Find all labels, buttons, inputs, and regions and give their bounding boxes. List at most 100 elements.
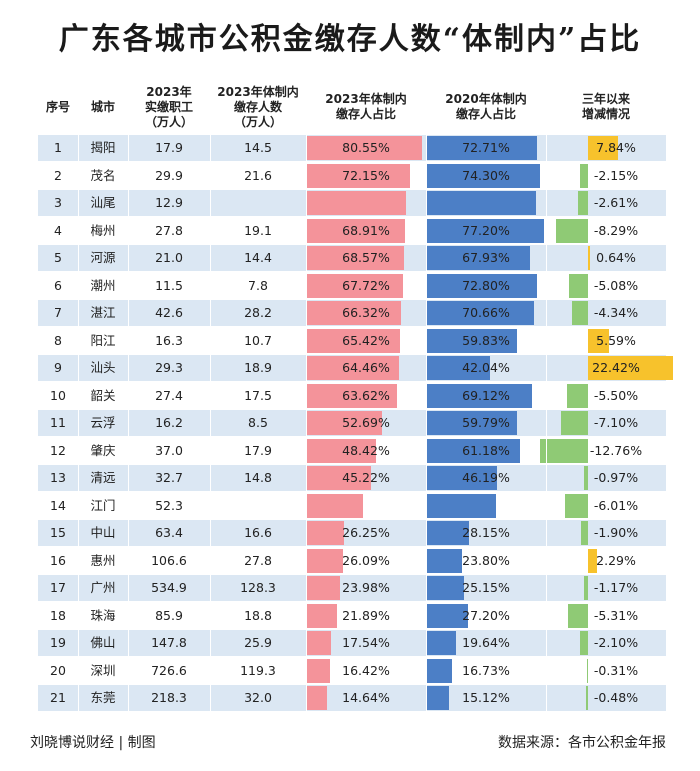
column-divider: [78, 382, 79, 409]
table-row: 18 珠海 85.9 18.8 21.89% 27.20% -5.31%: [38, 602, 666, 629]
label-change: 5.59%: [596, 332, 636, 348]
column-divider: [306, 135, 307, 161]
cell-employees: 29.9: [155, 167, 183, 183]
column-divider: [78, 520, 79, 546]
cell-city: 东莞: [90, 690, 116, 705]
column-divider: [128, 410, 129, 436]
label-change: 22.42%: [592, 360, 640, 375]
column-divider: [546, 355, 547, 381]
bar-share-2020: [426, 658, 452, 683]
column-divider: [210, 410, 211, 436]
bar-share-2023: [306, 191, 407, 215]
label-change: -0.31%: [593, 662, 639, 678]
bar-share-2020: [426, 438, 520, 463]
table-row: 14 江门 52.3 -6.01%: [38, 492, 666, 519]
cell-employees: 85.9: [155, 607, 183, 623]
bar-share-2020: [426, 493, 497, 518]
cell-seq: 21: [50, 690, 66, 705]
column-divider: [210, 465, 211, 491]
cell-seq: 18: [50, 607, 66, 623]
cell-inst-count: 18.9: [244, 360, 272, 375]
cell-employees: 52.3: [155, 497, 183, 513]
bar-share-2020: [426, 301, 534, 325]
label-change: -2.10%: [593, 635, 639, 650]
cell-seq: 17: [50, 580, 66, 595]
column-divider: [426, 382, 427, 409]
label-change: -5.50%: [593, 387, 639, 403]
table-row: 16 惠州 106.6 27.8 26.09% 23.80% 2.29%: [38, 547, 666, 574]
label-share-2023: [306, 190, 426, 216]
column-divider: [210, 520, 211, 546]
column-divider: [306, 410, 307, 436]
bar-change-decrease: [580, 631, 588, 655]
bar-change-increase: [588, 356, 674, 380]
cell-city: 江门: [90, 497, 116, 513]
column-divider: [546, 272, 547, 299]
column-divider: [78, 162, 79, 189]
column-divider: [306, 575, 307, 601]
column-divider: [306, 465, 307, 491]
table-row: 7 湛江 42.6 28.2 66.32% 70.66% -4.34%: [38, 300, 666, 326]
bar-share-2020: [426, 548, 463, 573]
cell-seq: 3: [54, 195, 62, 210]
bar-share-2023: [306, 631, 332, 655]
header-city: 城市: [90, 99, 115, 114]
column-divider: [128, 190, 129, 216]
cell-city: 潮州: [90, 277, 116, 293]
bar-change-decrease: [567, 603, 588, 628]
label-share-2023: 26.09%: [342, 552, 390, 568]
column-divider: [78, 300, 79, 326]
bar-share-2020: [426, 136, 538, 160]
bar-change-decrease: [539, 438, 588, 463]
cell-inst-count: 10.7: [244, 332, 272, 348]
bar-share-2023: [306, 356, 399, 380]
label-share-2020: 61.18%: [462, 442, 510, 458]
label-share-2023: 64.46%: [342, 360, 390, 375]
bar-share-2023: [306, 246, 405, 270]
label-change: -6.01%: [593, 497, 639, 513]
column-divider: [210, 135, 211, 161]
cell-employees: 16.3: [155, 332, 183, 348]
bar-change-decrease: [580, 521, 588, 545]
cell-inst-count: 14.4: [244, 250, 272, 265]
cell-employees: 37.0: [155, 442, 183, 458]
column-divider: [546, 657, 547, 684]
label-share-2023: 21.89%: [342, 607, 390, 623]
label-change: -0.48%: [593, 690, 639, 705]
column-divider: [210, 272, 211, 299]
column-divider: [426, 135, 427, 161]
cell-inst-count: 17.9: [244, 442, 272, 458]
label-share-2023: 80.55%: [342, 140, 390, 155]
table-row: 6 潮州 11.5 7.8 67.72% 72.80% -5.08%: [38, 272, 666, 299]
column-divider: [128, 630, 129, 656]
cell-inst-count: 25.9: [244, 635, 272, 650]
column-divider: [78, 355, 79, 381]
bar-share-2023: [306, 218, 405, 243]
column-divider: [210, 685, 211, 711]
column-divider: [306, 492, 307, 519]
label-share-2023: 23.98%: [342, 580, 390, 595]
bar-share-2020: [426, 631, 457, 655]
column-divider: [210, 355, 211, 381]
label-change: -5.08%: [593, 277, 639, 293]
column-divider: [306, 190, 307, 216]
column-divider: [306, 217, 307, 244]
label-share-2020: 27.20%: [462, 607, 510, 623]
cell-employees: 27.8: [155, 222, 183, 238]
label-share-2020: 19.64%: [462, 635, 510, 650]
cell-city: 清远: [90, 470, 116, 485]
column-divider: [78, 410, 79, 436]
column-divider: [546, 437, 547, 464]
column-divider: [128, 602, 129, 629]
column-divider: [128, 300, 129, 326]
table-row: 3 汕尾 12.9 -2.61%: [38, 190, 666, 216]
bar-change-increase: [588, 328, 610, 353]
cell-inst-count: 27.8: [244, 552, 272, 568]
cell-employees: 11.5: [155, 277, 183, 293]
column-divider: [128, 437, 129, 464]
bar-change-decrease: [567, 383, 588, 408]
cell-city: 湛江: [90, 305, 116, 320]
cell-employees: 726.6: [151, 662, 187, 678]
cell-city: 云浮: [90, 415, 116, 430]
column-divider: [546, 327, 547, 354]
